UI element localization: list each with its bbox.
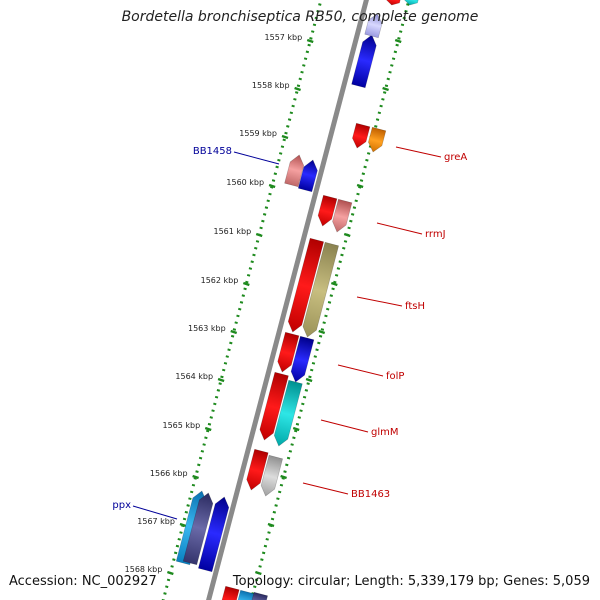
- gene-label: greA: [444, 152, 467, 163]
- outer-tick: [230, 329, 238, 335]
- inner-tick: [356, 183, 364, 189]
- tick-label: 1568 kbp: [125, 565, 163, 574]
- tick-label: 1560 kbp: [226, 178, 264, 187]
- tick-label: 1566 kbp: [150, 469, 188, 478]
- tick-label: 1567 kbp: [137, 517, 175, 526]
- tick-label: 1559 kbp: [239, 129, 277, 138]
- outer-tick: [268, 183, 276, 189]
- callout-line: [376, 222, 423, 235]
- tick-label: 1563 kbp: [188, 324, 226, 333]
- gene-arrow: [351, 34, 377, 89]
- gene-label: rrmJ: [425, 229, 446, 240]
- gene-arrow: [297, 159, 318, 193]
- inner-tick: [292, 426, 300, 432]
- gene-label: ppx: [112, 500, 131, 511]
- inner-tick: [382, 86, 389, 92]
- inner-tick: [280, 474, 287, 480]
- callout-line: [233, 151, 280, 165]
- inner-ruler: [249, 0, 411, 600]
- gene-arrow: [198, 496, 230, 573]
- gene-arrow: [317, 194, 338, 227]
- gene-arrow: [364, 13, 383, 39]
- map-title: Bordetella bronchiseptica RB50, complete…: [121, 9, 479, 25]
- gene-label: folP: [386, 371, 404, 382]
- tick-label: 1562 kbp: [201, 276, 239, 285]
- gene-arrow: [287, 237, 325, 333]
- outer-tick: [306, 38, 314, 44]
- inner-tick: [254, 570, 262, 576]
- outer-tick: [204, 426, 212, 432]
- gene-arrow: [277, 331, 300, 373]
- gene-arrow: [352, 122, 371, 149]
- gene-arrow: [236, 589, 255, 600]
- genome-backbone: [206, 0, 369, 600]
- tick-label: 1558 kbp: [252, 81, 290, 90]
- tick-label: 1557 kbp: [265, 33, 303, 42]
- gene-arrow: [246, 448, 269, 491]
- accession-text: Accession: NC_002927: [9, 574, 157, 589]
- tick-label: 1564 kbp: [175, 372, 213, 381]
- gene-label: BB1463: [351, 489, 390, 500]
- callout-line: [356, 296, 403, 307]
- gene-arrow: [250, 591, 268, 600]
- callout-line: [337, 364, 384, 377]
- gene-arrow: [403, 0, 420, 6]
- tick-label: 1561 kbp: [214, 227, 252, 236]
- inner-tick: [394, 38, 402, 44]
- callout-line: [302, 482, 349, 495]
- gene-label: ftsH: [405, 301, 425, 312]
- gene-label: glmM: [371, 427, 399, 438]
- gene-label: BB1458: [193, 146, 232, 157]
- outer-ruler: [161, 0, 323, 600]
- outer-tick: [255, 232, 263, 238]
- gene-arrow: [259, 371, 289, 441]
- inner-tick: [318, 329, 326, 335]
- outer-tick: [242, 281, 250, 287]
- gene-arrow: [368, 126, 387, 153]
- inner-tick: [330, 281, 338, 287]
- gene-arrow: [221, 585, 240, 600]
- gene-arrow: [290, 335, 315, 383]
- gene-arrow: [385, 0, 402, 6]
- callout-line: [320, 419, 369, 433]
- outer-tick: [192, 474, 199, 480]
- outer-tick: [166, 570, 174, 576]
- outer-tick: [294, 86, 301, 92]
- outer-tick: [217, 377, 225, 383]
- outer-tick: [281, 134, 289, 140]
- tick-label: 1565 kbp: [163, 421, 201, 430]
- outer-tick: [179, 522, 187, 528]
- inner-tick: [343, 232, 351, 238]
- topology-text: Topology: circular; Length: 5,339,179 bp…: [232, 574, 590, 589]
- inner-tick: [267, 522, 275, 528]
- gene-arrow: [273, 379, 303, 447]
- gene-arrow: [260, 454, 283, 497]
- gene-arrow: [182, 492, 214, 566]
- gene-arrow: [332, 198, 353, 233]
- callout-line: [132, 505, 178, 520]
- gene-arrow: [284, 154, 305, 188]
- inner-tick: [305, 377, 313, 383]
- gene-arrow: [302, 241, 339, 338]
- callout-line: [395, 146, 442, 158]
